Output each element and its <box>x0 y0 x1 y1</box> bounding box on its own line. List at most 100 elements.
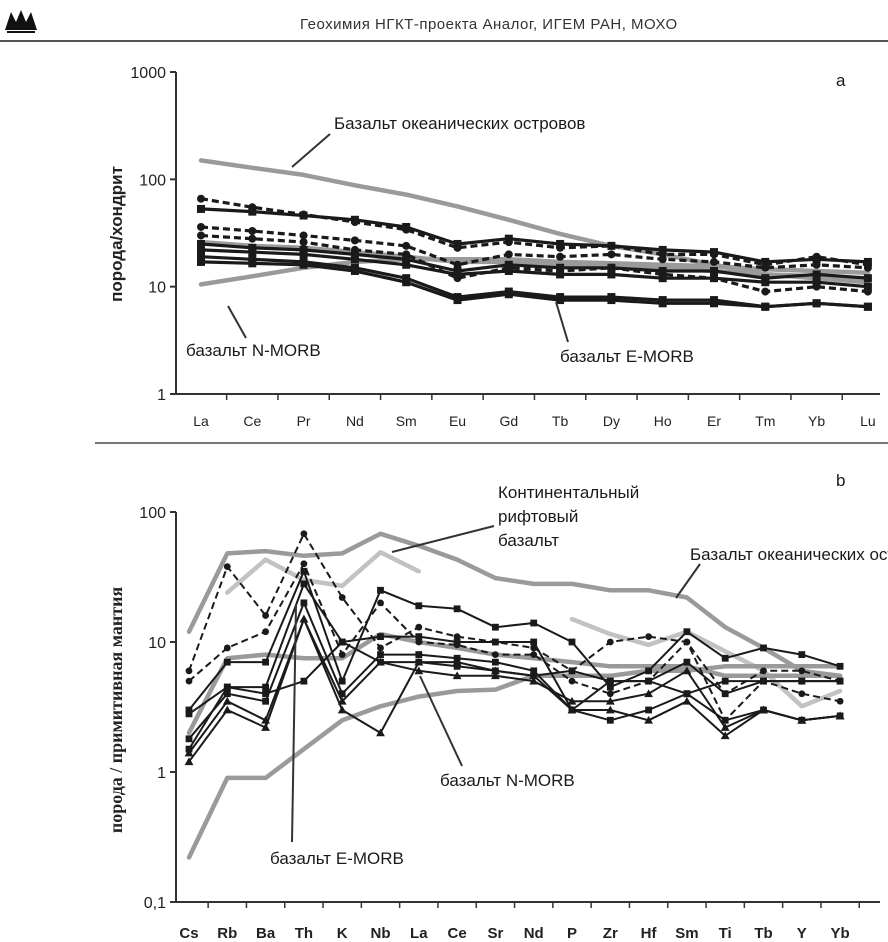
sample-point <box>415 602 423 610</box>
chart-b-spider-mantle: 0,1 1 10 100 Cs Rb Ba Th K Nb La Ce Sr Nd P Zr Hf Sm Ti Tb Y… <box>106 471 888 942</box>
leader-line-e-morb <box>555 301 569 343</box>
sample-point <box>300 567 308 575</box>
sample-point <box>710 299 718 308</box>
reference-line-3 <box>186 631 843 736</box>
sample-point <box>812 260 821 269</box>
sample-point <box>863 257 872 266</box>
sample-point <box>414 666 424 675</box>
leader-line-oib <box>291 133 331 168</box>
sample-line-5 <box>188 601 841 740</box>
x-tick-label: Th <box>295 925 313 942</box>
x-tick-label: Ce <box>448 925 467 942</box>
sample-point <box>300 560 308 568</box>
sample-point <box>644 689 653 698</box>
sample-point <box>377 651 384 658</box>
x-tick-label: Dy <box>603 413 620 429</box>
reference-line-4 <box>186 664 843 860</box>
x-tick-label: Rb <box>217 925 237 942</box>
panel-divider <box>95 442 888 444</box>
sample-point <box>261 723 270 731</box>
sample-point <box>530 672 538 680</box>
sample-point <box>683 628 691 636</box>
sample-point <box>682 696 692 705</box>
sample-point <box>607 250 616 259</box>
sample-point <box>530 651 538 658</box>
sample-point <box>222 705 232 714</box>
x-tick-label: Ho <box>654 413 672 429</box>
sample-point <box>402 274 411 283</box>
sample-point <box>812 278 821 287</box>
x-tick-label: Sm <box>396 413 417 429</box>
sample-point <box>300 599 308 607</box>
sample-point <box>568 638 576 646</box>
sample-point <box>223 644 231 652</box>
sample-point <box>197 245 205 254</box>
sample-point <box>197 239 205 248</box>
sample-line-7 <box>188 618 841 763</box>
sample-point <box>607 270 616 279</box>
sample-point <box>798 690 806 698</box>
y-tick-label: 100 <box>139 505 166 522</box>
sample-point <box>453 260 462 269</box>
y-tick-label: 10 <box>148 280 166 297</box>
sample-point <box>453 638 461 646</box>
reference-line-3 <box>198 239 871 281</box>
sample-point <box>645 667 652 675</box>
sample-point <box>402 255 411 264</box>
annotation-e-morb: базальт E-MORB <box>270 849 404 868</box>
sample-point <box>683 638 691 646</box>
sample-point <box>836 697 844 705</box>
x-tick-label: Sr <box>487 925 503 942</box>
sample-point <box>863 274 872 283</box>
sample-point <box>606 690 614 698</box>
sample-point <box>262 612 269 619</box>
sample-point <box>504 290 513 299</box>
sample-point <box>492 623 499 631</box>
sample-point <box>453 270 462 279</box>
sample-point <box>568 667 576 675</box>
sample-point <box>248 243 257 252</box>
y-tick-label: 0,1 <box>144 895 166 912</box>
sample-point <box>338 690 346 698</box>
sample-point <box>683 690 691 698</box>
x-tick-label: Nb <box>371 925 391 942</box>
sample-point <box>452 671 462 680</box>
annotation-n-morb: базальт N-MORB <box>440 771 575 790</box>
y-tick-label: 100 <box>139 172 166 189</box>
sample-line-4 <box>188 582 841 715</box>
sample-point <box>836 677 844 685</box>
x-tick-label: Ba <box>256 925 276 942</box>
sample-point <box>350 266 359 275</box>
sample-point <box>300 530 308 538</box>
sample-line-6 <box>200 248 869 289</box>
sample-point <box>415 638 423 646</box>
sample-point <box>605 696 615 705</box>
sample-point <box>299 260 308 269</box>
sample-point <box>606 638 614 646</box>
sample-point <box>504 234 513 243</box>
x-tick-label: La <box>410 925 428 942</box>
sample-point <box>812 270 821 279</box>
annotation-oib: Базальт океанических островов <box>690 545 888 564</box>
sample-point <box>262 683 269 691</box>
sample-point <box>607 296 616 305</box>
sample-point <box>863 263 872 272</box>
y-tick-label: 1 <box>157 387 166 404</box>
sample-point <box>759 705 768 714</box>
sample-point <box>197 204 205 213</box>
y-tick-label: 10 <box>148 635 166 652</box>
sample-point <box>377 586 384 594</box>
sample-point <box>402 241 411 250</box>
sample-point <box>812 255 821 264</box>
x-tick-label: Zr <box>603 925 618 942</box>
sample-point <box>812 299 821 308</box>
reference-line-2 <box>225 550 843 709</box>
sample-point <box>710 274 718 283</box>
x-tick-label: Y <box>797 925 807 942</box>
x-tick-label: K <box>337 925 348 942</box>
sample-point <box>530 638 538 646</box>
sample-point <box>197 257 205 266</box>
annotation-rift-2: рифтовый <box>498 507 578 526</box>
sample-point <box>223 683 231 691</box>
sample-point <box>299 238 308 247</box>
